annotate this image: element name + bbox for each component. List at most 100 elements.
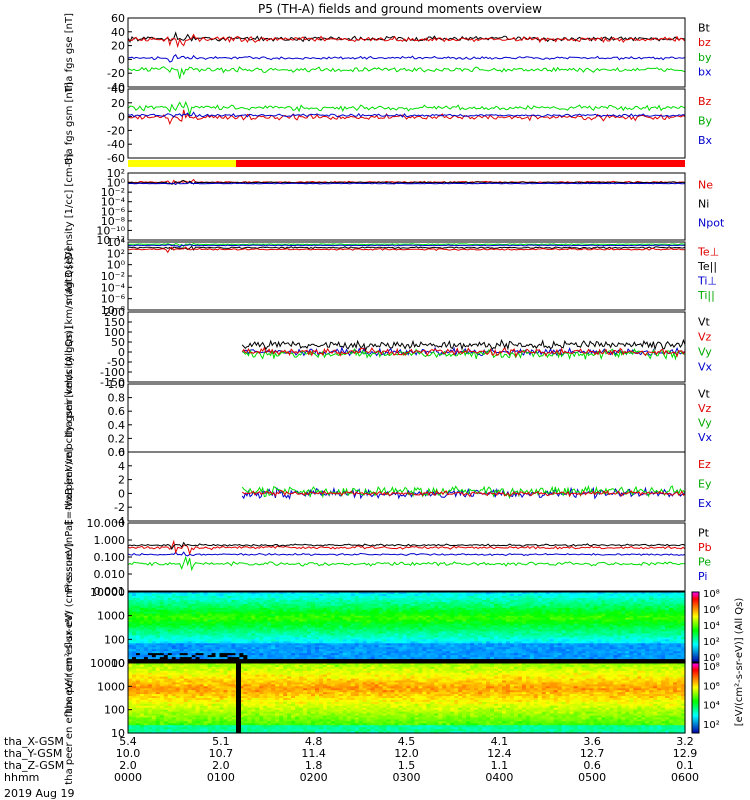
spectrogram-cell [159,641,165,644]
spectrogram-cell [378,597,384,601]
spectrogram-cell [235,629,240,633]
spectrogram-cell [151,633,157,636]
spectrogram-cell [390,655,396,658]
spectrogram-cell [521,595,527,599]
spectrogram-cell [275,603,280,607]
spectrogram-cell [247,629,252,633]
spectrogram-cell [326,637,332,640]
y-tick-label: 50 [111,336,125,349]
spectrogram-cell [299,611,304,615]
spectrogram-cell [398,613,404,617]
spectrogram-cell [132,657,137,660]
spectrogram-cell [187,655,193,658]
spectrogram-cell [418,651,423,654]
spectrogram-cell [589,649,595,652]
spectrogram-cell [625,625,630,629]
spectrogram-cell [545,595,551,599]
spectrogram-cell [139,631,145,634]
spectrogram-cell [434,605,439,609]
spectrogram-cell [271,641,276,644]
spectrogram-cell [593,609,599,613]
spectrogram-cell [577,597,583,601]
spectrogram-cell [521,657,527,660]
spectrogram-cell [569,633,575,636]
spectrogram-cell [147,597,153,601]
spectrogram-cell [247,601,252,605]
spectrogram-cell [374,639,380,642]
spectrogram-cell [629,611,634,615]
spectrogram-cell [358,615,364,619]
spectrogram-cell [565,635,571,638]
spectrogram-cell [139,657,145,660]
spectrogram-cell [629,651,634,654]
spectrogram-cell [239,625,244,629]
spectrogram-cell [263,647,268,650]
spectrogram-cell [565,607,571,611]
spectrogram-cell [323,623,328,627]
spectrogram-cell [243,639,248,642]
spectrogram-cell [605,617,610,621]
spectrogram-cell [521,659,527,662]
spectrogram-cell [139,609,145,613]
spectrogram-cell [482,661,487,664]
spectrogram-cell [378,631,384,634]
spectrogram-cell [326,601,332,605]
spectrogram-cell [128,641,133,644]
spectrogram-cell [442,623,447,627]
spectrogram-cell [617,607,622,611]
spectrogram-cell [334,661,340,664]
spectrogram-cell [227,623,233,627]
spectrogram-cell [605,635,610,638]
spectrogram-cell [283,615,288,619]
series-line-pb [127,539,686,556]
spectrogram-cell [366,623,372,627]
spectrogram-cell [175,595,181,599]
spectrogram-cell [402,653,408,656]
spectrogram-cell [517,651,523,654]
spectrogram-cell [143,592,149,595]
spectrogram-cell [128,605,133,609]
spectrogram-cell [354,603,360,607]
spectrogram-cell [319,631,324,634]
spectrogram-cell [326,659,332,662]
spectrogram-cell [231,653,236,656]
spectrogram-cell [323,649,328,652]
spectrogram-cell [569,651,575,654]
spectrogram-cell [498,592,503,595]
spectrogram-cell [569,601,575,605]
spectrogram-cell [136,653,141,656]
spectrogram-cell [525,659,531,662]
spectrogram-cell [283,597,288,601]
y-tick-label: 0.8 [108,392,126,405]
spectrogram-cell [494,631,499,634]
spectrogram-cell [657,625,662,629]
spectrogram-cell [541,655,547,658]
spectrogram-cell [446,655,451,658]
spectrogram-cell [553,617,559,621]
spectrogram-cell [653,639,658,642]
spectrogram-cell [533,619,539,623]
spectrogram-cell [629,649,634,652]
spectrogram-cell [215,594,221,597]
spectrogram-cell [195,629,201,633]
spectrogram-cell [247,621,252,625]
spectrogram-cell [569,637,575,640]
spectrogram-cell [315,609,320,613]
spectrogram-cell [370,635,376,638]
legend-label: By [698,115,713,128]
spectrogram-cell [454,607,459,611]
spectrogram-cell [386,637,392,640]
spectrogram-cell [128,653,133,656]
spectrogram-cell [653,623,658,627]
spectrogram-cell [438,599,443,603]
spectrogram-cell [303,641,308,644]
spectrogram-cell [159,611,165,615]
spectrogram-cell [350,645,356,648]
spectrogram-cell [319,651,324,654]
spectrogram-cell [553,647,559,650]
spectrogram-cell [593,661,599,664]
spectrogram-cell [597,605,603,609]
spectrogram-cell [155,597,161,601]
spectrogram-cell [390,649,396,652]
spectrogram-cell [494,635,499,638]
